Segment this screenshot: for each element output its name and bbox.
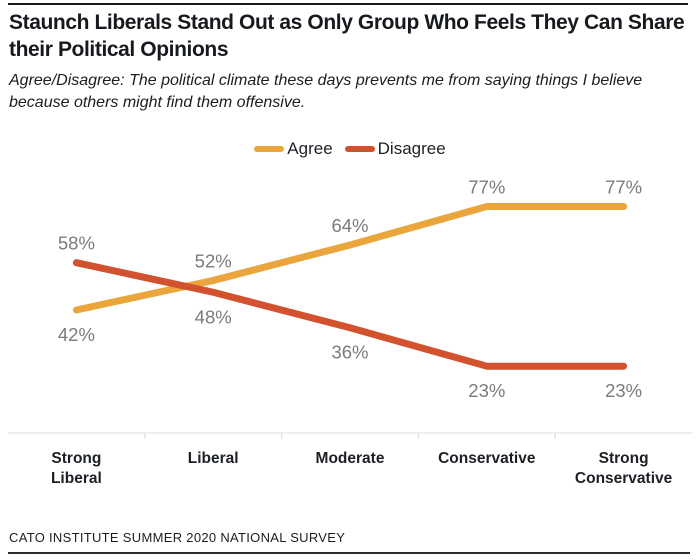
data-label-disagree: 36% — [331, 342, 368, 363]
chart-subtitle: Agree/Disagree: The political climate th… — [9, 72, 643, 111]
data-label-agree: 52% — [195, 250, 232, 271]
x-label-liberal: Liberal — [187, 450, 239, 467]
data-label-disagree: 23% — [468, 380, 505, 401]
legend-item-agree: Agree — [254, 139, 333, 159]
x-label-strong-liberal: Strong Liberal — [50, 450, 102, 487]
bottom-divider — [8, 552, 690, 554]
chart-title: Staunch Liberals Stand Out as Only Group… — [9, 11, 685, 61]
data-label-agree: 77% — [605, 177, 642, 198]
x-label-conservative: Conservative — [438, 450, 536, 467]
data-label-disagree: 23% — [605, 380, 642, 401]
x-label-strong-conservative: Strong Conservative — [574, 450, 673, 487]
data-label-agree: 64% — [331, 215, 368, 236]
series-line-disagree — [72, 259, 628, 370]
x-label-moderate: Moderate — [315, 450, 385, 467]
legend-item-disagree: Disagree — [344, 139, 446, 159]
data-label-agree: 42% — [58, 324, 95, 345]
line-chart: 42% 52% 64% 77% 77% 58% 48% 36% 23% 23% — [8, 177, 692, 439]
data-label-disagree: 48% — [195, 306, 232, 327]
legend-label-disagree: Disagree — [377, 139, 446, 158]
series-line-agree — [72, 203, 628, 314]
data-label-agree: 77% — [468, 177, 505, 198]
x-axis-labels: Strong Liberal Liberal Moderate Conservativ… — [0, 449, 700, 509]
source-note: CATO INSTITUTE SUMMER 2020 NATIONAL SURV… — [9, 530, 346, 545]
chart-legend: Agree Disagree — [0, 139, 700, 159]
top-divider — [8, 3, 688, 5]
data-label-disagree: 58% — [58, 233, 95, 254]
agree-line-swatch — [254, 146, 285, 152]
legend-label-agree: Agree — [287, 139, 333, 158]
disagree-line-swatch — [344, 146, 375, 152]
